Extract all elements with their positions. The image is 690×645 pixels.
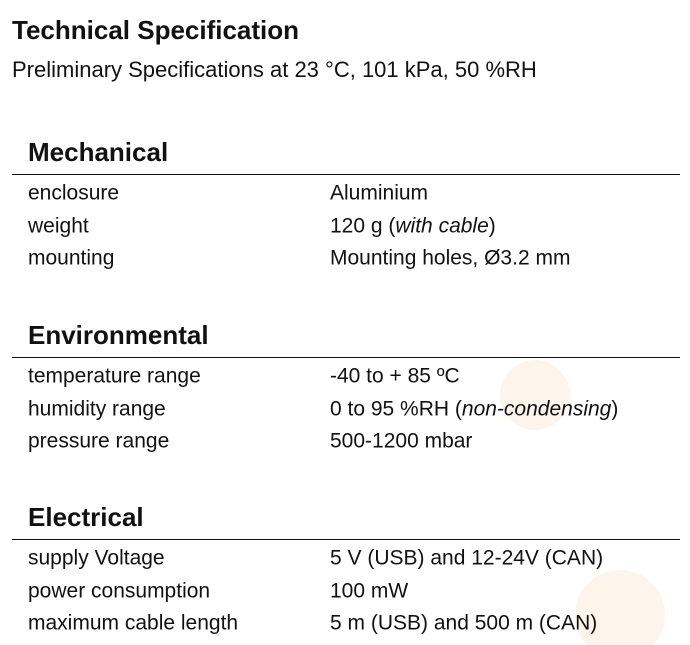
value-text: 120 g ( bbox=[330, 214, 396, 237]
spec-label: temperature range bbox=[28, 364, 201, 388]
value-text: -40 to + 85 ºC bbox=[330, 364, 460, 388]
value-text: 500-1200 mbar bbox=[330, 429, 473, 453]
value-text: ) bbox=[611, 397, 619, 420]
spec-value: -40 to + 85 ºC bbox=[330, 366, 460, 387]
section-rule bbox=[12, 539, 680, 540]
value-text: 5 m (USB) and 500 m (CAN) bbox=[330, 611, 598, 635]
value-text: Mounting holes, Ø3.2 mm bbox=[330, 246, 571, 270]
spec-value: 100 mW bbox=[330, 580, 408, 601]
spec-label: maximum cable length bbox=[28, 611, 239, 635]
decoration bbox=[575, 570, 665, 645]
spec-label: supply Voltage bbox=[28, 546, 165, 570]
value-italic: non-condensing bbox=[461, 397, 612, 420]
spec-value: 0 to 95 %RH (non-condensing) bbox=[330, 398, 618, 419]
spec-label: pressure range bbox=[28, 429, 170, 453]
section-title: Mechanical bbox=[28, 137, 169, 167]
value-text: 0 to 95 %RH ( bbox=[330, 397, 462, 420]
decoration bbox=[500, 360, 570, 430]
spec-value: 120 g (with cable) bbox=[330, 215, 496, 236]
value-text: 100 mW bbox=[330, 579, 409, 602]
spec-label: power consumption bbox=[28, 579, 211, 602]
spec-value: Aluminium bbox=[330, 183, 428, 204]
section-rule bbox=[12, 357, 680, 358]
spec-value: Mounting holes, Ø3.2 mm bbox=[330, 248, 570, 269]
value-text: 5 V (USB) and 12-24V (CAN) bbox=[330, 546, 604, 570]
spec-label: enclosure bbox=[28, 181, 120, 205]
title: Technical Specification bbox=[12, 15, 300, 45]
value-italic: with cable bbox=[395, 214, 489, 237]
spec-value: 5 V (USB) and 12-24V (CAN) bbox=[330, 548, 603, 569]
spec-label: mounting bbox=[28, 246, 115, 270]
section-title: Electrical bbox=[28, 502, 144, 532]
value-text: Aluminium bbox=[330, 181, 429, 205]
section-title: Environmental bbox=[28, 320, 209, 350]
spec-value: 5 m (USB) and 500 m (CAN) bbox=[330, 613, 597, 634]
spec-label: weight bbox=[28, 214, 89, 237]
subtitle: Preliminary Specifications at 23 °C, 101… bbox=[12, 57, 537, 82]
spec-value: 500-1200 mbar bbox=[330, 431, 472, 452]
section-rule bbox=[12, 174, 680, 175]
value-text: ) bbox=[488, 214, 496, 237]
spec-label: humidity range bbox=[28, 397, 166, 420]
